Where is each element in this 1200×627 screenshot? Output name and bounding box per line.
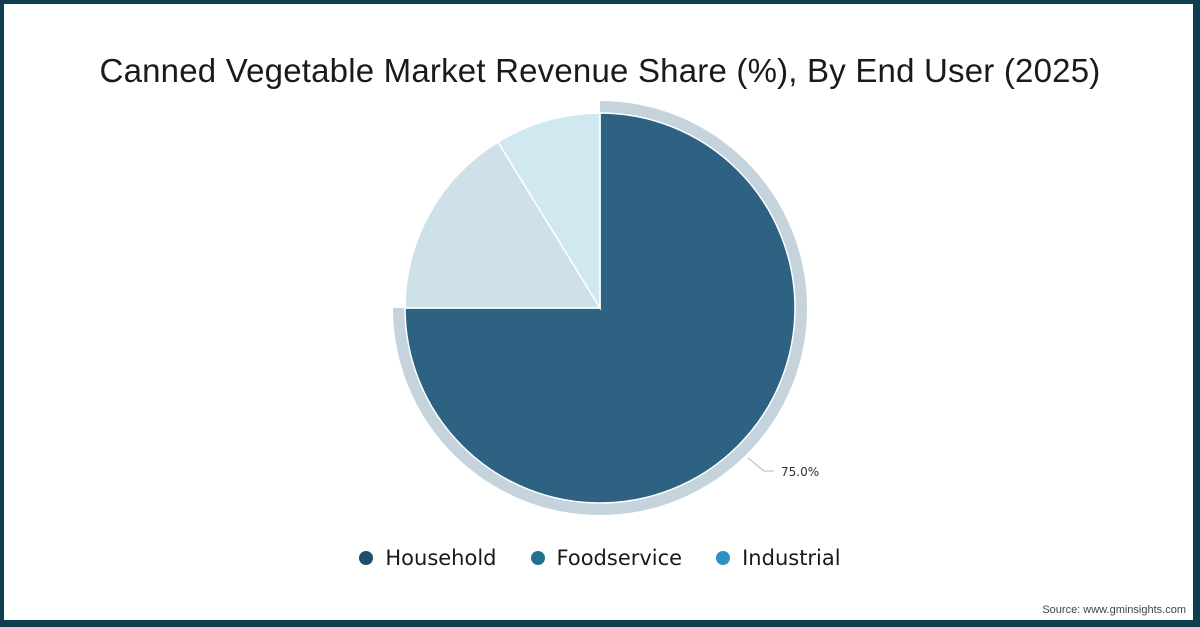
household-slice[interactable] xyxy=(404,112,796,504)
legend-label: Foodservice xyxy=(556,546,683,570)
legend-label: Household xyxy=(385,546,497,570)
legend-item-industrial[interactable]: Industrial xyxy=(716,546,841,570)
legend-dot-icon xyxy=(359,551,374,565)
legend-dot-icon xyxy=(716,551,731,565)
legend-item-household[interactable]: Household xyxy=(359,546,497,570)
legend-dot-icon xyxy=(530,551,545,565)
label-leader-line xyxy=(747,457,774,472)
legend-item-foodservice[interactable]: Foodservice xyxy=(530,546,683,570)
household-data-label: 75.0% xyxy=(781,465,820,479)
chart-title: Canned Vegetable Market Revenue Share (%… xyxy=(99,52,1101,89)
source-text: Source: www.gminsights.com xyxy=(1042,604,1186,616)
foodservice-slice[interactable] xyxy=(404,140,602,309)
legend: Household Foodservice Industrial xyxy=(0,546,1200,570)
legend-label: Industrial xyxy=(742,546,841,570)
industrial-slice[interactable] xyxy=(496,112,601,311)
